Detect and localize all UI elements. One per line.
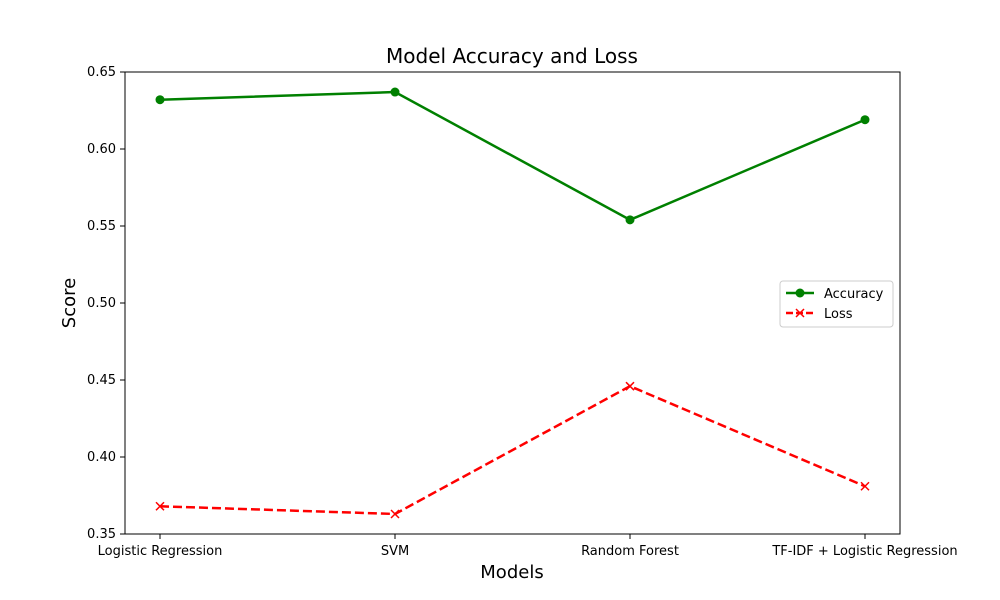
y-tick-label: 0.55	[87, 219, 116, 234]
legend: Accuracy Loss	[779, 280, 894, 328]
y-tick-label: 0.50	[87, 296, 116, 311]
data-point-accuracy	[390, 87, 400, 97]
x-tick-label: SVM	[381, 544, 409, 559]
x-tick-label: Logistic Regression	[98, 544, 223, 559]
y-tick-label: 0.65	[87, 65, 116, 80]
x-axis: Logistic Regression SVM Random Forest TF-ID…	[98, 534, 958, 559]
data-point-loss	[390, 509, 400, 519]
legend-item-accuracy: Accuracy	[786, 287, 884, 302]
chart-title: Model Accuracy and Loss	[386, 44, 638, 68]
legend-label: Loss	[824, 307, 853, 322]
data-point-accuracy	[155, 95, 165, 105]
legend-item-loss: Loss	[786, 307, 853, 322]
legend-label: Accuracy	[824, 287, 884, 302]
data-point-loss	[625, 381, 635, 391]
series-line-loss	[159, 384, 866, 516]
y-tick-label: 0.35	[87, 527, 116, 542]
data-point-accuracy	[625, 215, 635, 225]
series-line-accuracy	[159, 90, 866, 222]
series-layer	[155, 87, 870, 519]
x-axis-title: Models	[480, 562, 543, 583]
y-tick-label: 0.60	[87, 142, 116, 157]
y-tick-label: 0.45	[87, 373, 116, 388]
y-tick-label: 0.40	[87, 450, 116, 465]
data-point-accuracy	[860, 115, 870, 125]
y-axis: 0.35 0.40 0.45 0.50 0.55 0.60 0.65	[87, 65, 125, 542]
x-tick-label: TF-IDF + Logistic Regression	[771, 544, 957, 559]
data-point-loss	[155, 501, 165, 511]
x-tick-label: Random Forest	[581, 544, 679, 559]
y-axis-title: Score	[59, 278, 80, 328]
data-point-loss	[860, 481, 870, 491]
